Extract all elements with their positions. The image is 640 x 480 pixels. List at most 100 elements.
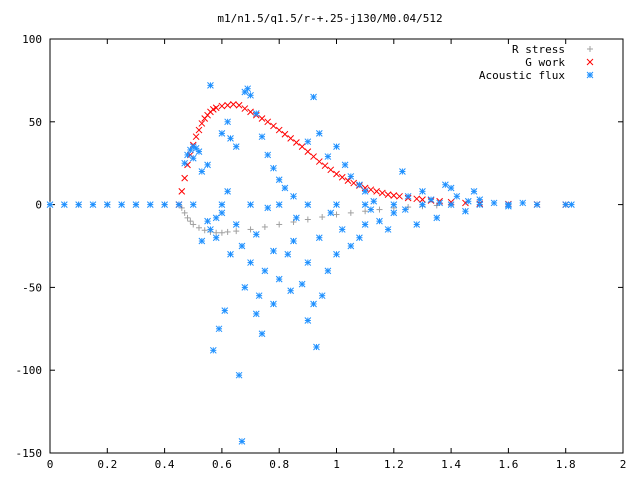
data-point: [46, 201, 54, 208]
data-point: [284, 250, 292, 258]
x-tick-label: 2: [620, 458, 627, 471]
data-point: [235, 101, 243, 109]
data-point: [224, 228, 231, 235]
data-point: [290, 237, 297, 245]
data-point: [413, 221, 421, 228]
data-point: [218, 209, 226, 217]
data-point: [281, 130, 289, 138]
data-point: [293, 214, 300, 222]
data-point: [562, 201, 570, 208]
y-tick-label: -150: [16, 447, 43, 460]
data-point: [264, 151, 272, 159]
data-point: [390, 201, 398, 208]
data-point: [361, 221, 369, 228]
data-point: [195, 148, 203, 155]
data-point: [376, 206, 383, 213]
data-point: [433, 214, 441, 222]
data-point: [241, 105, 249, 112]
data-point: [215, 325, 223, 333]
x-tick-label: 1.2: [384, 458, 404, 471]
legend-marker: [587, 46, 593, 52]
data-point: [275, 126, 283, 134]
data-point: [338, 226, 346, 233]
data-point: [275, 176, 283, 184]
data-point: [505, 202, 512, 210]
data-point: [318, 292, 326, 300]
data-point: [270, 300, 277, 308]
data-point: [290, 218, 297, 225]
data-point: [304, 138, 312, 146]
data-point: [238, 438, 246, 445]
data-point: [476, 196, 484, 203]
data-point: [361, 187, 369, 195]
x-tick-label: 1.6: [498, 458, 518, 471]
data-point: [436, 199, 443, 207]
data-point: [261, 223, 268, 230]
data-point: [198, 120, 206, 127]
y-tick-label: 50: [29, 116, 42, 129]
data-point: [198, 237, 206, 245]
series-g-work: [175, 101, 570, 208]
data-point: [218, 102, 226, 110]
data-point: [247, 201, 254, 208]
data-point: [310, 300, 317, 308]
data-point: [341, 161, 349, 169]
data-point: [350, 179, 358, 187]
data-point: [190, 221, 197, 228]
data-point: [453, 192, 461, 200]
data-point: [192, 144, 200, 152]
data-point: [367, 206, 375, 213]
data-point: [298, 280, 306, 288]
data-point: [187, 146, 194, 154]
data-point: [519, 199, 527, 207]
data-point: [233, 228, 240, 235]
data-point: [195, 126, 203, 134]
data-point: [270, 164, 277, 172]
x-tick-label: 0.6: [212, 458, 232, 471]
data-point: [118, 201, 125, 208]
data-point: [178, 204, 185, 211]
x-tick-label: 1.8: [556, 458, 576, 471]
legend-label: G work: [525, 56, 565, 69]
data-point: [447, 184, 455, 192]
data-point: [447, 201, 455, 208]
data-point: [462, 207, 469, 215]
data-point: [321, 162, 329, 170]
data-point: [319, 214, 326, 221]
data-point: [347, 242, 355, 250]
data-point: [218, 229, 225, 236]
data-point: [356, 234, 363, 242]
data-point: [304, 317, 312, 324]
legend-label: Acoustic flux: [479, 69, 565, 82]
data-point: [212, 234, 220, 242]
data-point: [247, 226, 254, 233]
series-acoustic-flux: [46, 82, 575, 445]
data-point: [324, 153, 332, 160]
data-point: [399, 168, 406, 175]
data-point: [384, 191, 392, 199]
data-point: [232, 143, 240, 150]
data-point: [347, 209, 354, 216]
data-point: [315, 130, 323, 137]
data-point: [146, 201, 154, 208]
data-point: [247, 108, 254, 116]
data-point: [181, 174, 189, 182]
data-point: [298, 143, 306, 150]
legend-label: R stress: [512, 43, 565, 56]
data-point: [281, 184, 289, 192]
data-point: [419, 201, 426, 208]
data-point: [413, 195, 421, 203]
data-point: [327, 209, 335, 217]
data-point: [293, 139, 300, 146]
data-point: [376, 217, 383, 225]
legend-marker: [586, 71, 594, 79]
data-point: [224, 118, 231, 126]
data-point: [333, 143, 340, 150]
data-point: [333, 211, 340, 218]
data-point: [270, 122, 277, 130]
data-point: [238, 242, 246, 250]
data-point: [464, 197, 472, 205]
data-point: [338, 173, 346, 181]
data-point: [204, 161, 211, 169]
